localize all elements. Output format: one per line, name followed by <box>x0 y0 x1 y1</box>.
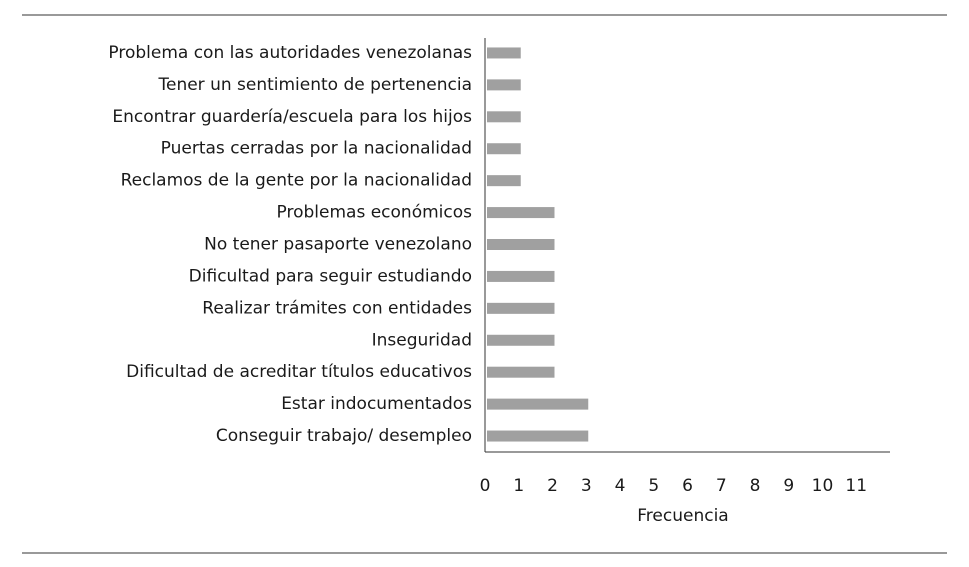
y-tick-label: Realizar trámites con entidades <box>202 298 472 318</box>
y-tick-label: Dificultad para seguir estudiando <box>189 266 472 286</box>
bar <box>487 175 521 187</box>
bar <box>487 334 555 346</box>
x-tick-label: 9 <box>783 476 794 496</box>
bar <box>487 366 555 378</box>
bar <box>487 270 555 282</box>
bar <box>487 143 521 155</box>
y-tick-label: Problema con las autoridades venezolanas <box>108 43 472 63</box>
x-tick-label: 0 <box>480 476 491 496</box>
bar <box>487 302 555 314</box>
bar <box>487 398 589 410</box>
x-tick-label: 8 <box>750 476 761 496</box>
bar <box>487 47 521 59</box>
bar <box>487 207 555 219</box>
y-tick-label: Encontrar guardería/escuela para los hij… <box>112 107 472 127</box>
y-tick-label: Puertas cerradas por la nacionalidad <box>161 139 472 159</box>
bar <box>487 111 521 123</box>
y-tick-label: Reclamos de la gente por la nacionalidad <box>121 171 472 191</box>
x-tick-label: 7 <box>716 476 727 496</box>
y-tick-label: Conseguir trabajo/ desempleo <box>216 426 472 446</box>
bar <box>487 430 589 442</box>
x-axis-label: Frecuencia <box>637 506 728 526</box>
y-tick-label: Dificultad de acreditar títulos educativ… <box>126 362 472 382</box>
y-tick-label: Inseguridad <box>372 330 472 350</box>
x-tick-label: 1 <box>513 476 524 496</box>
y-tick-label: Tener un sentimiento de pertenencia <box>157 75 472 95</box>
x-tick-label: 2 <box>547 476 558 496</box>
x-tick-label: 4 <box>615 476 626 496</box>
x-tick-label: 5 <box>648 476 659 496</box>
bar <box>487 79 521 91</box>
y-tick-label: Problemas económicos <box>277 203 473 223</box>
y-tick-label: Estar indocumentados <box>281 394 472 414</box>
x-tick-label: 11 <box>845 476 867 496</box>
y-tick-label: No tener pasaporte venezolano <box>204 235 472 255</box>
x-tick-label: 10 <box>812 476 834 496</box>
x-tick-label: 6 <box>682 476 693 496</box>
x-tick-label: 3 <box>581 476 592 496</box>
bar <box>487 239 555 250</box>
